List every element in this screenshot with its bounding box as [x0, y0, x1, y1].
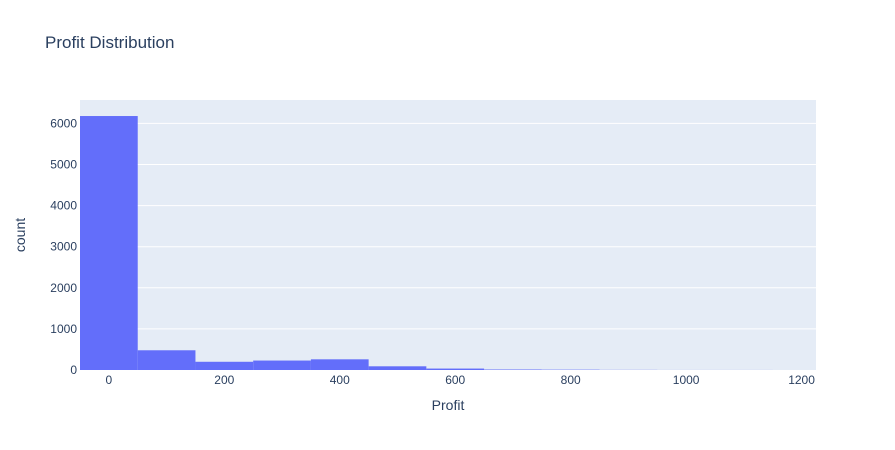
histogram-bar [426, 368, 485, 370]
y-tick-label: 6000 [50, 116, 77, 130]
histogram-bar [368, 366, 427, 370]
y-tick-label: 0 [70, 363, 77, 377]
y-tick-label: 1000 [50, 322, 77, 336]
gridlines [80, 122, 816, 330]
x-axis-title: Profit [432, 397, 465, 413]
x-axis-ticks: 0 200 400 600 800 1000 1200 [106, 373, 816, 387]
x-tick-label: 1200 [788, 373, 815, 387]
plot-background [80, 100, 816, 370]
x-tick-label: 400 [330, 373, 350, 387]
y-tick-label: 5000 [50, 158, 77, 172]
histogram-bar [137, 350, 196, 370]
histogram-bar [80, 116, 138, 370]
x-tick-label: 800 [561, 373, 581, 387]
y-tick-label: 2000 [50, 281, 77, 295]
histogram-bar [310, 359, 369, 370]
x-tick-label: 1000 [673, 373, 700, 387]
y-axis-title: count [12, 218, 28, 252]
y-axis-ticks: 0 1000 2000 3000 4000 5000 6000 [50, 116, 77, 377]
x-tick-label: 200 [214, 373, 234, 387]
chart-title: Profit Distribution [45, 33, 175, 52]
x-tick-label: 600 [445, 373, 465, 387]
y-tick-label: 3000 [50, 240, 77, 254]
x-tick-label: 0 [106, 373, 113, 387]
histogram-bar [195, 361, 254, 370]
bars [80, 116, 773, 370]
y-tick-label: 4000 [50, 199, 77, 213]
histogram-bar [253, 360, 311, 370]
